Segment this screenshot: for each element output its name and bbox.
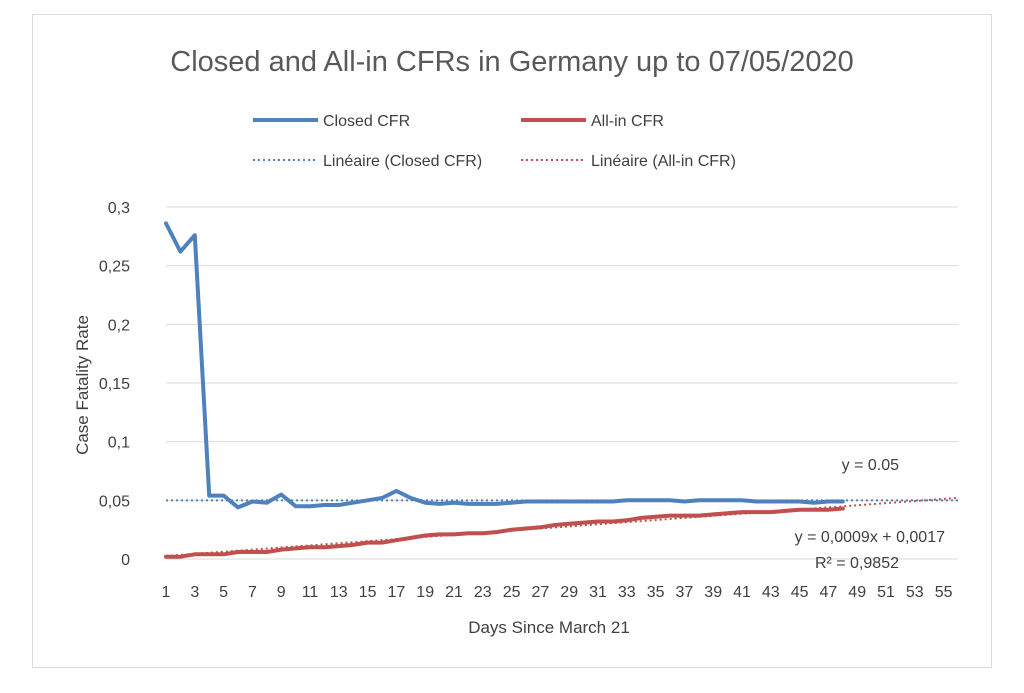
series-lines [164,221,845,559]
y-axis-ticks: 0 0,05 0,1 0,15 0,2 0,25 0,3 [99,200,130,569]
y-tick-label-3: 0,15 [99,376,130,393]
x-tick-label-3: 7 [248,584,257,601]
x-tick-label-21: 43 [762,584,780,601]
x-tick-label-19: 39 [704,584,722,601]
y-tick-label-2: 0,1 [108,435,130,452]
x-tick-label-7: 15 [359,584,377,601]
series-line-closed-cfr [164,221,845,510]
y-tick-label-5: 0,25 [99,259,130,276]
x-tick-label-9: 19 [416,584,434,601]
x-tick-label-12: 25 [503,584,521,601]
y-tick-label-6: 0,3 [108,200,130,217]
x-tick-label-5: 11 [302,584,319,601]
all-in-cfr-trend-r-squared: R² = 0,9852 [815,555,899,572]
x-tick-label-6: 13 [330,584,348,601]
legend-label-linear-all-in-cfr: Linéaire (All-in CFR) [591,153,736,170]
chart-title: Closed and All-in CFRs in Germany up to … [170,46,853,78]
x-tick-label-22: 45 [791,584,809,601]
x-tick-label-4: 9 [277,584,286,601]
series-line-all-in-cfr [164,506,845,559]
y-axis-label: Case Fatality Rate [73,315,92,455]
closed-cfr-trend-equation: y = 0.05 [842,457,899,474]
x-axis-label: Days Since March 21 [468,618,630,637]
legend-label-linear-closed-cfr: Linéaire (Closed CFR) [323,153,482,170]
x-tick-label-11: 23 [474,584,492,601]
y-tick-label-1: 0,05 [99,493,130,510]
x-tick-label-0: 1 [162,584,171,601]
trend-lines [165,496,959,557]
x-tick-label-15: 31 [589,584,607,601]
y-tick-label-0: 0 [121,552,130,569]
x-tick-label-16: 33 [618,584,636,601]
x-axis-ticks: 1 3 5 7 9 11 13 15 17 19 21 23 25 27 29 31 33 35 37 39 41 43 4… [162,584,953,601]
legend: Closed CFR All-in CFR Linéaire (Closed C… [253,113,736,170]
x-tick-label-14: 29 [560,584,578,601]
y-tick-label-4: 0,2 [108,317,130,334]
chart-frame: Closed and All-in CFRs in Germany up to … [32,14,992,668]
x-tick-label-2: 5 [219,584,228,601]
all-in-cfr-trend-equation: y = 0,0009x + 0,0017 [795,529,945,546]
x-tick-label-17: 35 [647,584,665,601]
x-tick-label-18: 37 [676,584,694,601]
line-chart: Closed and All-in CFRs in Germany up to … [73,46,959,637]
x-tick-label-10: 21 [445,584,463,601]
x-tick-label-8: 17 [388,584,406,601]
x-tick-label-24: 49 [848,584,866,601]
x-tick-label-25: 51 [877,584,895,601]
x-tick-label-13: 27 [532,584,550,601]
x-tick-label-1: 3 [190,584,199,601]
x-tick-label-23: 47 [820,584,838,601]
x-tick-label-27: 55 [935,584,953,601]
legend-label-closed-cfr: Closed CFR [323,113,410,130]
legend-label-all-in-cfr: All-in CFR [591,113,664,130]
x-tick-label-26: 53 [906,584,924,601]
x-tick-label-20: 41 [733,584,751,601]
trendline-all-in-cfr [165,496,959,557]
